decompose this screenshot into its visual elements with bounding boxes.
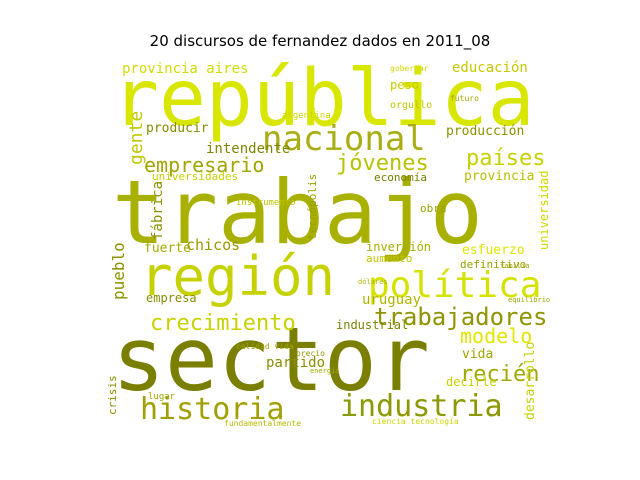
word-industrial: industrial	[336, 318, 408, 332]
word-tecnopolis: tecnópolis	[306, 174, 319, 240]
word-gobernar: gobernar	[390, 64, 429, 73]
word-desarrollo: desarrollo	[523, 342, 538, 420]
word-dolares: dólares	[358, 278, 388, 286]
word-paises: países	[466, 146, 545, 171]
word-decirle: decirle	[446, 375, 497, 389]
word-educacion: educación	[452, 60, 528, 76]
word-produccion: producción	[446, 124, 524, 139]
word-instrumento: instrumento	[236, 198, 296, 208]
word-uruguay: uruguay	[362, 292, 421, 308]
word-calidad-vida: calidad vida	[236, 342, 294, 351]
word-sector: sector	[112, 308, 430, 411]
word-obra: obra	[420, 202, 447, 215]
word-peso: peso	[390, 78, 419, 92]
word-precio: precio	[296, 349, 325, 358]
word-familia: familia	[500, 262, 530, 270]
word-trabajadores: trabajadores	[374, 303, 547, 331]
word-definitivo: definitivo	[460, 258, 526, 271]
word-provincia: provincia	[464, 169, 534, 184]
word-intendente: intendente	[206, 141, 290, 157]
word-ciencia-tecnologia: ciencia tecnología	[372, 417, 459, 426]
word-economia: economía	[374, 171, 427, 184]
word-lugar: lugar	[148, 392, 176, 402]
word-historia: historia	[140, 392, 285, 427]
word-trabajo: trabajo	[112, 161, 483, 264]
word-recien: recién	[460, 362, 539, 387]
word-crecimiento: crecimiento	[150, 311, 296, 336]
word-producir: producir	[146, 121, 209, 136]
word-universidades: universidades	[152, 170, 238, 183]
word-vida: vida	[462, 347, 493, 362]
word-chicos: chicos	[186, 236, 240, 254]
word-inversion: inversión	[366, 240, 431, 254]
word-industria: industria	[340, 389, 503, 424]
word-universidad: universidad	[537, 171, 551, 250]
word-energia: energía	[310, 367, 340, 375]
word-orgullo: orgullo	[390, 100, 432, 111]
word-esfuerzo: esfuerzo	[462, 243, 525, 258]
word-empresario: empresario	[144, 153, 264, 177]
word-futuro: futuro	[450, 94, 479, 103]
word-fabrica: fábrica	[150, 181, 166, 240]
word-nacional: nacional	[262, 119, 426, 159]
chart-title: 20 discursos de fernandez dados en 2011_…	[149, 32, 491, 50]
word-region: región	[140, 245, 335, 308]
word-equilibrio: equilibrio	[508, 296, 550, 304]
word-gente: gente	[126, 111, 147, 165]
word-argentina: argentina	[282, 111, 331, 121]
word-partido: partido	[266, 355, 325, 371]
word-jovenes: jóvenes	[336, 151, 429, 176]
word-fuerte: fuerte	[144, 241, 191, 256]
word-empresa: empresa	[146, 291, 197, 305]
word-pueblo: pueblo	[109, 242, 128, 300]
word-modelo: modelo	[460, 324, 532, 348]
word-politica: política	[368, 265, 541, 306]
word-provincia-aires: provincia aires	[122, 61, 248, 77]
word-republica: república	[112, 54, 535, 144]
word-fundamentalmente: fundamentalmente	[224, 419, 301, 428]
word-crisis: crisis	[106, 375, 119, 415]
word-aumento: aumento	[366, 252, 412, 265]
